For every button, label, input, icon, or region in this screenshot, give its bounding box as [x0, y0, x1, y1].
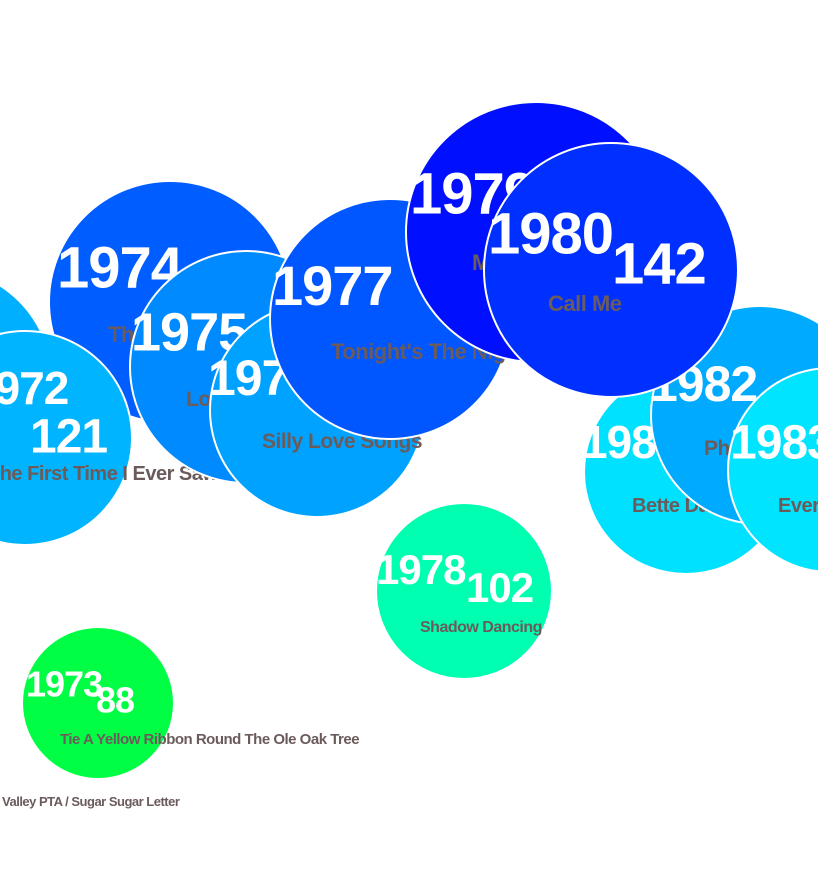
bubble-circle[interactable]	[375, 502, 553, 680]
bubble-year-label: 1980	[488, 201, 613, 266]
bubble-item-13[interactable]: Harper Valley PTA / Sugar Sugar Letter	[0, 794, 180, 809]
bubble-year-label: 1973	[26, 664, 102, 705]
bubble-year-label: 1972	[0, 362, 68, 414]
bubble-song-label: Tie A Yellow Ribbon Round The Ole Oak Tr…	[60, 731, 359, 748]
bubble-value-label: 88	[96, 680, 134, 721]
bubble-value-label: 102	[466, 564, 533, 611]
bubble-song-label: Harper Valley PTA / Sugar Sugar Letter	[0, 794, 180, 809]
bubble-circle[interactable]	[21, 626, 175, 780]
bubble-song-label: Shadow Dancing	[420, 619, 542, 636]
bubble-1983[interactable]: 1983 Every Breath You Take	[727, 367, 818, 573]
bubble-year-label: 1978	[376, 546, 466, 593]
bubble-year-label: 1977	[272, 254, 393, 317]
bubble-year-label: 1983	[730, 417, 818, 470]
bubble-1978[interactable]: 1978 102 Shadow Dancing	[375, 502, 553, 680]
bubble-circle[interactable]	[0, 330, 133, 546]
bubble-value-label: 121	[30, 411, 107, 464]
bubble-circle[interactable]	[727, 367, 818, 573]
bubble-circle[interactable]	[483, 142, 739, 398]
bubble-song-label: Call Me	[548, 291, 622, 316]
bubble-value-label: 142	[612, 231, 706, 296]
bubble-song-label: Every Breath You Take	[778, 495, 818, 517]
